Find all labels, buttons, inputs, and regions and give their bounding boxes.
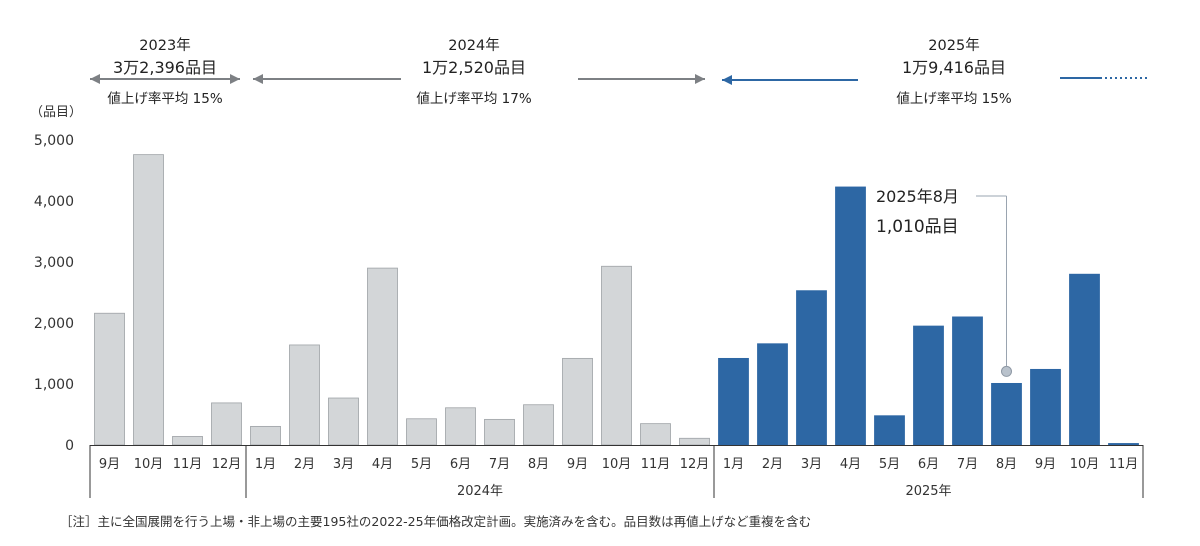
x-tick-label: 6月 <box>450 457 471 472</box>
bar <box>679 437 710 446</box>
bar <box>445 407 476 446</box>
summary-year: 2024年 <box>448 37 499 54</box>
period-arrow-head <box>253 74 263 84</box>
x-tick-label: 10月 <box>602 457 632 472</box>
bar <box>835 186 866 446</box>
bar <box>211 402 242 446</box>
x-tick-label: 10月 <box>134 457 164 472</box>
y-tick-label: 4,000 <box>34 194 74 210</box>
x-tick-label: 2月 <box>762 457 783 472</box>
callout-value: 1,010品目 <box>876 217 959 237</box>
summary-rate: 値上げ率平均 17% <box>416 90 531 107</box>
bar <box>172 436 203 446</box>
x-tick-label: 6月 <box>918 457 939 472</box>
x-tick-label: 9月 <box>567 457 588 472</box>
bar <box>484 418 515 446</box>
summary-rate: 値上げ率平均 15% <box>896 90 1011 107</box>
summary-count: 1万9,416品目 <box>902 58 1006 77</box>
bar <box>601 265 632 446</box>
bar <box>991 382 1022 446</box>
x-tick-label: 9月 <box>99 457 120 472</box>
period-arrow-head <box>722 75 732 85</box>
y-tick-label: 2,000 <box>34 316 74 332</box>
x-tick-label: 11月 <box>641 457 671 472</box>
y-tick-label: 3,000 <box>34 255 74 271</box>
x-tick-label: 7月 <box>489 457 510 472</box>
year-group-label: 2024年 <box>457 484 503 499</box>
x-tick-label: 3月 <box>801 457 822 472</box>
summary-year: 2023年 <box>139 37 190 54</box>
x-tick-label: 5月 <box>879 457 900 472</box>
period-arrow-head <box>230 74 240 84</box>
bar <box>367 267 398 446</box>
summary-count: 3万2,396品目 <box>113 58 217 77</box>
summary-year: 2025年 <box>928 37 979 54</box>
callout-title: 2025年8月 <box>876 187 959 206</box>
bar <box>289 344 320 446</box>
footnote: ［注］主に全国展開を行う上場・非上場の主要195社の2022-25年価格改定計画… <box>60 514 812 529</box>
bar <box>796 290 827 446</box>
x-tick-label: 11月 <box>173 457 203 472</box>
x-tick-label: 11月 <box>1109 457 1139 472</box>
y-tick-label: 5,000 <box>34 133 74 149</box>
x-tick-label: 8月 <box>996 457 1017 472</box>
x-tick-label: 8月 <box>528 457 549 472</box>
bar <box>913 325 944 446</box>
year-group-label: 2025年 <box>905 484 951 499</box>
bar <box>250 425 281 446</box>
y-axis-label: （品目） <box>30 105 82 120</box>
bar <box>133 154 164 446</box>
period-arrow-head <box>695 74 705 84</box>
y-tick-label: 0 <box>65 438 74 454</box>
bar <box>328 397 359 446</box>
bar <box>523 404 554 446</box>
bar <box>1069 273 1100 446</box>
x-tick-label: 4月 <box>372 457 393 472</box>
x-tick-label: 4月 <box>840 457 861 472</box>
y-tick-label: 1,000 <box>34 377 74 393</box>
bar <box>1108 443 1139 446</box>
bar <box>406 418 437 446</box>
x-tick-label: 10月 <box>1070 457 1100 472</box>
x-tick-label: 3月 <box>333 457 354 472</box>
summary-rate: 値上げ率平均 15% <box>107 90 222 107</box>
x-tick-label: 1月 <box>255 457 276 472</box>
x-tick-label: 12月 <box>680 457 710 472</box>
bar <box>1030 368 1061 446</box>
x-tick-label: 9月 <box>1035 457 1056 472</box>
bar <box>562 357 593 446</box>
bar <box>952 316 983 446</box>
bar <box>757 343 788 446</box>
bar <box>718 357 749 446</box>
callout-dot <box>1001 365 1012 377</box>
bar <box>874 415 905 446</box>
x-tick-label: 7月 <box>957 457 978 472</box>
x-tick-label: 5月 <box>411 457 432 472</box>
x-tick-label: 2月 <box>294 457 315 472</box>
x-tick-label: 12月 <box>212 457 242 472</box>
bar <box>94 312 125 446</box>
bar <box>640 423 671 446</box>
summary-count: 1万2,520品目 <box>422 58 526 77</box>
x-tick-label: 1月 <box>723 457 744 472</box>
